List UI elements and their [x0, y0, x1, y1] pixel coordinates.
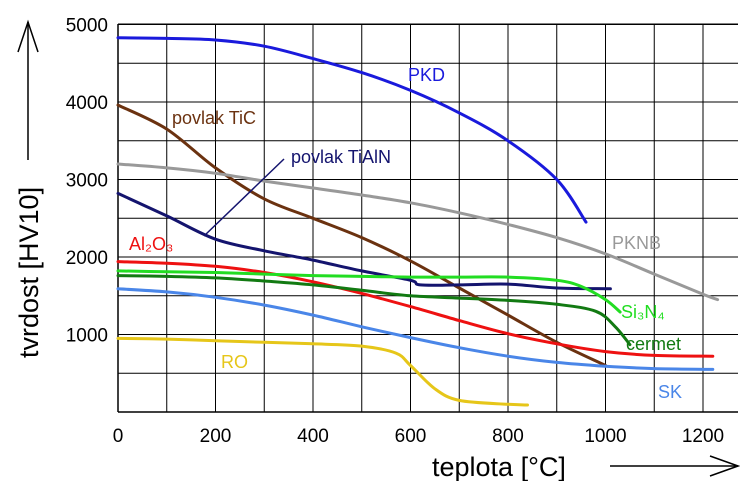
- series-label-povlak-tic: povlak TiC: [172, 108, 256, 128]
- series-label-cermet: cermet: [626, 334, 681, 354]
- y-axis-arrow: [18, 22, 38, 160]
- x-tick-label: 1200: [682, 426, 724, 447]
- y-axis-title: tvrdost [HV10]: [14, 187, 44, 358]
- series-line-povlak-tialn: [118, 193, 610, 288]
- y-tick-label: 5000: [66, 16, 108, 37]
- x-axis-arrow: [610, 456, 738, 476]
- x-tick-label: 400: [297, 426, 329, 447]
- x-tick-label: 800: [492, 426, 524, 447]
- series-label-pkd: PKD: [408, 65, 445, 85]
- series-label-sk: SK: [658, 382, 682, 402]
- series-label-pknb: PKNB: [612, 233, 661, 253]
- x-tick-label: 200: [200, 426, 232, 447]
- x-tick-label: 0: [113, 426, 124, 447]
- series-line-sk: [118, 289, 713, 370]
- series-label-si-n: Si₃N₄: [621, 302, 665, 322]
- series-label-ro: RO: [221, 352, 248, 372]
- x-axis-title: teplota [°C]: [432, 452, 566, 481]
- x-tick-label: 1000: [584, 426, 626, 447]
- series-label-povlak-tialn: povlak TiAlN: [291, 147, 391, 167]
- y-tick-label: 1000: [66, 326, 108, 347]
- x-tick-label: 600: [395, 426, 427, 447]
- tick-labels: 0 200 400 600 800 1000 1200 1000 2000 3000 4000 500…: [66, 16, 724, 448]
- y-tick-label: 2000: [66, 248, 108, 269]
- y-tick-label: 4000: [66, 93, 108, 114]
- series-label-al-o: Al₂O₃: [129, 234, 173, 254]
- y-tick-label: 3000: [66, 171, 108, 192]
